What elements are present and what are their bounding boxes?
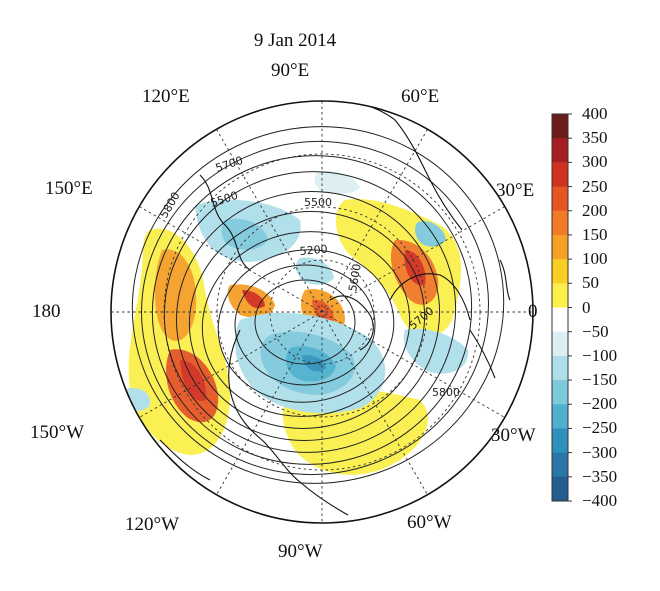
contour-label: 5800 (157, 190, 182, 221)
lon-label-60e: 60°E (401, 86, 440, 107)
contour-label: 5700 (214, 154, 245, 175)
colorbar-tick-label: −350 (582, 466, 618, 486)
lon-label-30e: 30°E (496, 180, 535, 201)
lon-label-180: 180 (32, 301, 61, 322)
colorbar-swatch (552, 259, 568, 284)
contour-label: 5600 (346, 263, 364, 293)
colorbar-tick-label: −400 (582, 491, 618, 510)
lon-label-0: 0 (528, 301, 538, 322)
lon-label-60w: 60°W (407, 512, 452, 533)
colorbar-tick-label: 100 (582, 249, 608, 269)
colorbar-swatch (552, 234, 568, 260)
colorbar-tick-label: −300 (582, 442, 618, 462)
lon-label-150w: 150°W (30, 422, 85, 443)
contour-label: 5500 (304, 196, 332, 209)
colorbar-tick-label: −50 (582, 321, 609, 341)
colorbar-swatch (552, 428, 568, 454)
colorbar-tick-label: 350 (582, 128, 608, 148)
colorbar-swatch (552, 186, 568, 212)
lon-label-90w: 90°W (278, 541, 323, 562)
colorbar-tick-label: 300 (582, 152, 608, 172)
colorbar-swatch (552, 331, 568, 357)
lon-label-120e: 120°E (142, 86, 190, 107)
colorbar-swatch (552, 162, 568, 188)
lon-label-90e: 90°E (271, 60, 310, 81)
colorbar-swatch (552, 138, 568, 163)
contour-label: 5800 (432, 386, 460, 399)
colorbar-tick-label: 0 (582, 297, 591, 317)
lon-label-150e: 150°E (45, 178, 93, 199)
colorbar-tick-label: 250 (582, 176, 608, 196)
lon-label-30w: 30°W (491, 425, 536, 446)
colorbar-swatch (552, 283, 568, 308)
colorbar-tick-label: 50 (582, 273, 599, 293)
colorbar-tick-label: −250 (582, 418, 618, 438)
colorbar-tick-label: −100 (582, 345, 618, 365)
colorbar (551, 113, 572, 502)
colorbar-tick-label: 400 (582, 104, 608, 123)
map-title: 9 Jan 2014 (253, 30, 337, 51)
colorbar-tick-label: −150 (582, 370, 618, 390)
colorbar-swatch (552, 380, 568, 405)
colorbar-swatch (552, 210, 568, 236)
contour-label: 5200 (299, 243, 328, 258)
colorbar-swatch (552, 355, 568, 381)
colorbar-tick-label: 200 (582, 200, 608, 220)
colorbar-swatch (552, 404, 568, 429)
colorbar-swatch (552, 476, 568, 502)
colorbar-tick-label: 150 (582, 224, 608, 244)
graticule (111, 101, 533, 523)
colorbar-swatch (552, 452, 568, 478)
colorbar-tick-label: −200 (582, 394, 618, 414)
lon-label-120w: 120°W (125, 514, 180, 535)
colorbar-swatch (552, 114, 568, 139)
colorbar-swatch (552, 307, 568, 333)
map-boundary (110, 100, 534, 524)
height-contours (131, 126, 505, 484)
